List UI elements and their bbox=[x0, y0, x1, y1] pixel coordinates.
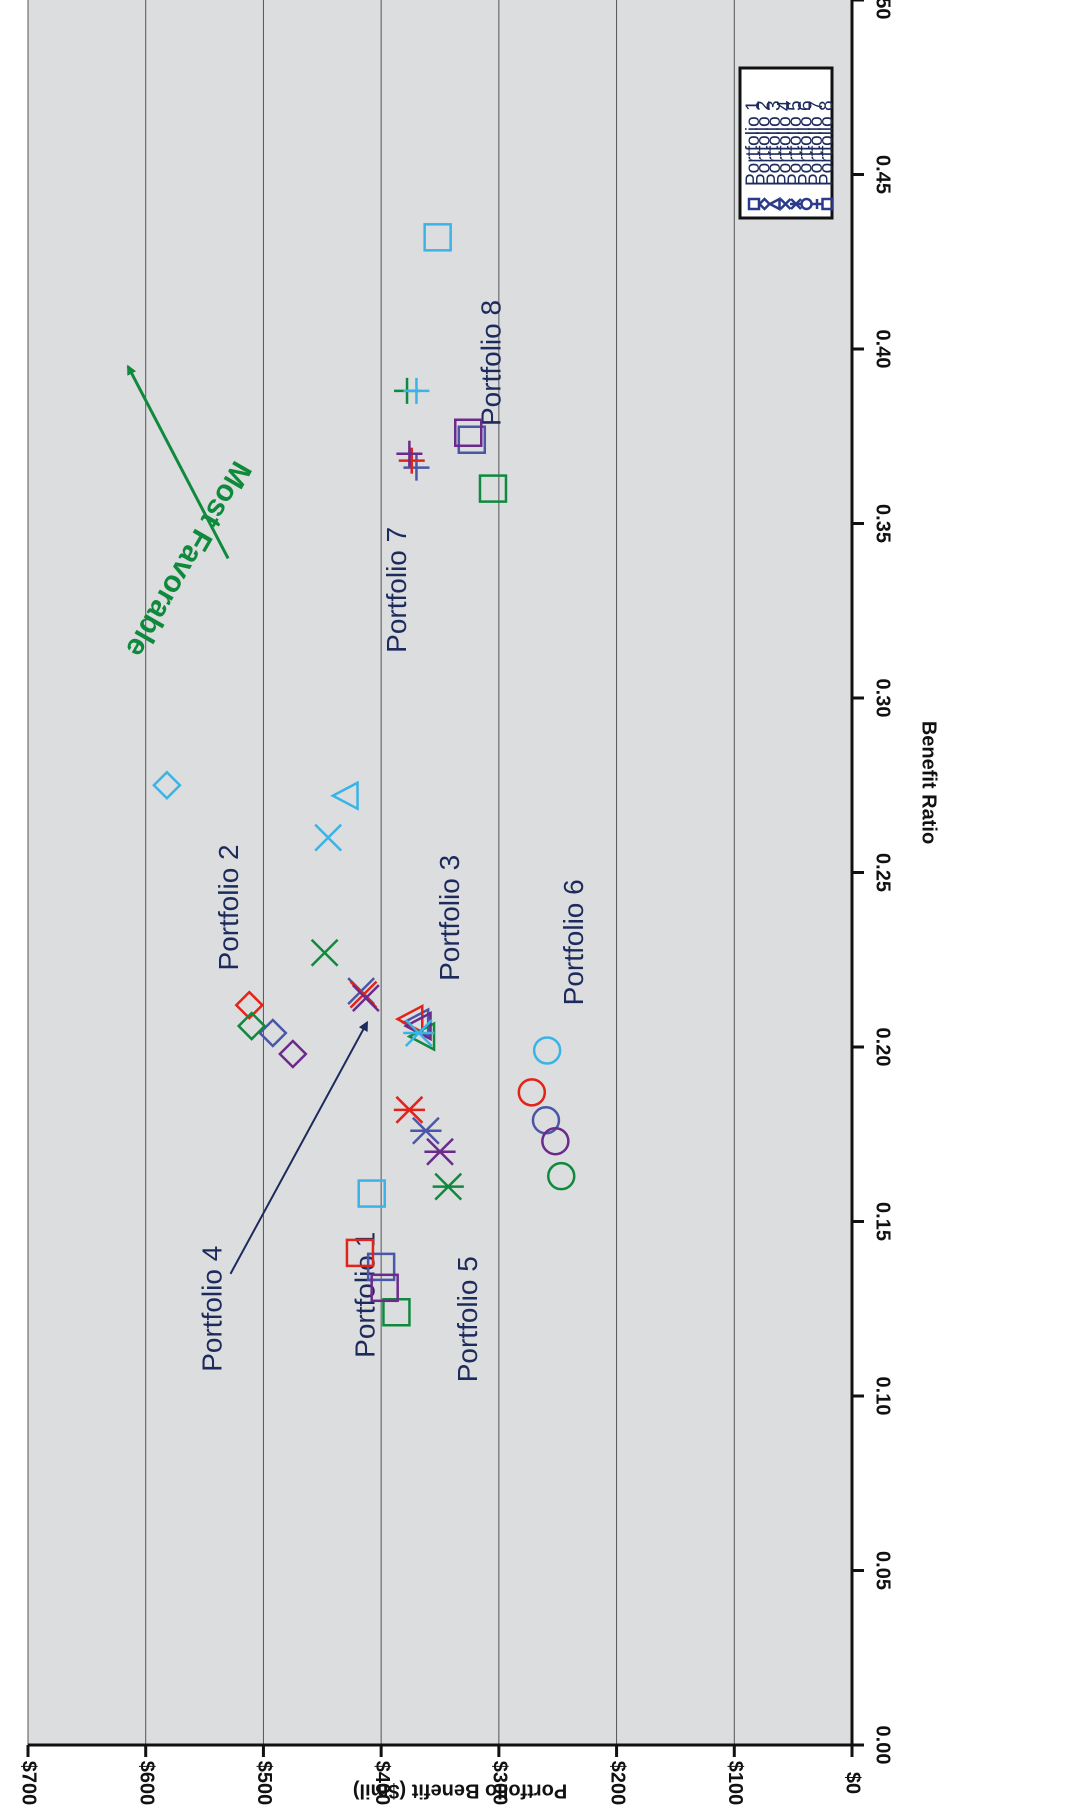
portfolio-1-point bbox=[345, 1238, 375, 1268]
portfolio-2-point bbox=[278, 1039, 308, 1069]
portfolio-4-point bbox=[310, 938, 339, 967]
plot-area bbox=[28, 0, 852, 1745]
portfolio-5-point bbox=[393, 1095, 425, 1124]
x-tick-label: 0.40 bbox=[872, 330, 894, 369]
series-annotation: Portfolio 2 bbox=[213, 844, 244, 970]
y-tick-label: $500 bbox=[253, 1761, 275, 1805]
portfolio-1-point bbox=[370, 1273, 399, 1303]
legend-label: Portfolio 6 bbox=[796, 100, 817, 186]
portfolio-6-point bbox=[541, 1126, 570, 1156]
legend-label: Portfolio 4 bbox=[775, 100, 796, 186]
series-annotation: Portfolio 4 bbox=[196, 1246, 227, 1372]
series-annotation: Portfolio 7 bbox=[381, 527, 412, 653]
x-tick-label: 0.30 bbox=[872, 679, 894, 718]
x-tick-label: 0.15 bbox=[872, 1202, 894, 1241]
most-favorable-arrow bbox=[126, 364, 230, 560]
y-axis-title: Portfolio Benefit ($mil) bbox=[353, 1780, 567, 1802]
series-annotation: Portfolio 8 bbox=[475, 300, 506, 426]
portfolio-8-point bbox=[454, 418, 483, 448]
y-tick-label: $700 bbox=[18, 1761, 40, 1805]
x-tick-label: 0.45 bbox=[872, 155, 894, 194]
portfolio-2-point bbox=[152, 770, 182, 801]
series-annotation: Portfolio 3 bbox=[434, 855, 465, 981]
y-tick-label: $200 bbox=[606, 1761, 628, 1805]
portfolio-6-point bbox=[532, 1036, 562, 1065]
legend-marker bbox=[767, 196, 781, 212]
legend-label: Portfolio 1 bbox=[743, 100, 764, 186]
portfolio-7-point bbox=[403, 377, 430, 404]
portfolio-8-point bbox=[423, 223, 452, 252]
legend-label: Portfolio 3 bbox=[764, 100, 785, 186]
legend-marker bbox=[821, 197, 834, 211]
portfolio-7-point bbox=[396, 440, 423, 467]
portfolio-6-point bbox=[517, 1078, 547, 1107]
portfolio-4-point bbox=[314, 823, 343, 852]
portfolio-3-point bbox=[330, 780, 359, 811]
legend-marker bbox=[800, 197, 813, 211]
portfolio-8-point bbox=[457, 425, 487, 454]
y-tick-label: $300 bbox=[489, 1761, 511, 1805]
data-points bbox=[152, 223, 576, 1327]
portfolio-5-point bbox=[432, 1172, 464, 1201]
gridlines bbox=[27, 0, 735, 1745]
x-tick-label: 0.35 bbox=[872, 504, 894, 543]
portfolio-2-point bbox=[234, 990, 265, 1020]
series-annotation: Portfolio 5 bbox=[452, 1256, 483, 1382]
portfolio-4-arrow bbox=[229, 1020, 368, 1275]
y-tick-label: $0 bbox=[842, 1772, 864, 1794]
portfolio-5-point bbox=[424, 1137, 456, 1166]
portfolio-2-point bbox=[236, 1011, 267, 1041]
portfolio-5-point bbox=[410, 1116, 442, 1145]
tick-labels: 0.00 0.05 0.10 0.15 0.20 0.25 0.30 0.35 0.40 0.45… bbox=[18, 0, 894, 1805]
portfolio-8-point bbox=[478, 474, 508, 503]
portfolio-5-point bbox=[403, 1019, 435, 1047]
x-tick-label: 0.10 bbox=[872, 1377, 894, 1416]
series-annotation: Portfolio 1 bbox=[349, 1232, 380, 1358]
legend-marker bbox=[790, 198, 802, 210]
x-axis-title: Benefit Ratio bbox=[918, 721, 940, 844]
y-tick-label: $400 bbox=[371, 1761, 393, 1805]
portfolio-1-point bbox=[357, 1179, 386, 1208]
portfolio-7-point bbox=[398, 447, 425, 474]
legend-label: Portfolio 8 bbox=[817, 100, 838, 186]
legend-label: Portfolio 5 bbox=[785, 100, 806, 186]
legend-box bbox=[738, 66, 834, 220]
legend-label: Portfolio 7 bbox=[806, 100, 827, 186]
x-tick-label: 0.05 bbox=[872, 1551, 894, 1590]
portfolio-6-point bbox=[546, 1161, 576, 1191]
x-tick-label: 0.50 bbox=[872, 0, 894, 19]
legend-marker bbox=[779, 198, 792, 210]
portfolio-4-point bbox=[351, 984, 380, 1013]
legend-marker bbox=[812, 199, 822, 209]
y-tick-label: $600 bbox=[135, 1761, 157, 1805]
legend-label: Portfolio 2 bbox=[754, 100, 775, 186]
y-tick-label: $100 bbox=[724, 1761, 746, 1805]
portfolio-2-point bbox=[258, 1018, 288, 1048]
portfolio-7-point bbox=[403, 454, 430, 481]
x-tick-label: 0.20 bbox=[872, 1028, 894, 1067]
x-tick-label: 0.25 bbox=[872, 853, 894, 892]
series-annotation: Portfolio 6 bbox=[558, 879, 589, 1005]
axes bbox=[26, 0, 864, 1757]
x-tick-label: 0.00 bbox=[872, 1726, 894, 1765]
